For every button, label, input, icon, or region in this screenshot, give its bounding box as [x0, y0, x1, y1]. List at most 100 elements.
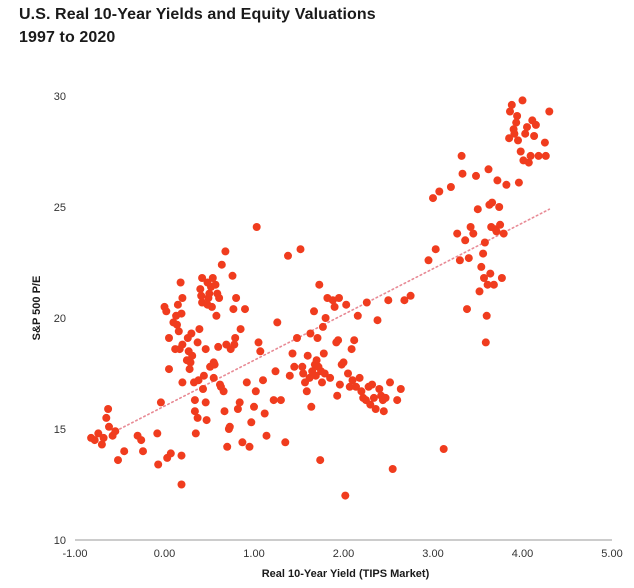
data-point — [231, 334, 240, 342]
data-point — [472, 171, 480, 180]
data-point — [211, 280, 220, 289]
data-point — [296, 245, 305, 254]
data-point — [330, 302, 339, 311]
data-point — [238, 438, 247, 447]
data-point — [197, 291, 206, 300]
data-point — [162, 307, 171, 316]
y-tick-label: 20 — [54, 313, 66, 325]
data-point — [523, 123, 531, 132]
data-point — [230, 340, 239, 349]
data-point — [488, 198, 497, 207]
data-point — [219, 387, 228, 396]
data-point — [540, 138, 549, 147]
data-point — [341, 491, 350, 500]
data-point — [207, 302, 216, 311]
data-point — [228, 271, 237, 280]
data-point — [220, 407, 229, 416]
data-point — [193, 413, 202, 422]
data-point — [321, 314, 330, 322]
data-point — [350, 336, 359, 345]
data-point — [111, 427, 120, 436]
y-tick-label: 25 — [54, 202, 66, 214]
data-point — [534, 151, 543, 160]
data-point — [178, 378, 187, 387]
data-points — [87, 96, 554, 500]
data-point — [513, 112, 522, 120]
data-point — [455, 256, 464, 265]
data-point — [187, 329, 196, 338]
data-point — [493, 176, 502, 185]
data-point — [94, 429, 103, 438]
data-point — [210, 360, 219, 369]
data-point — [199, 371, 208, 380]
data-point — [475, 287, 484, 296]
data-point — [185, 365, 194, 374]
data-point — [473, 205, 482, 214]
data-point — [153, 429, 162, 438]
data-point — [524, 158, 533, 167]
x-tick-label: 3.00 — [422, 548, 443, 560]
data-point — [496, 220, 505, 229]
data-point — [178, 340, 187, 349]
data-point — [102, 413, 111, 422]
data-point — [318, 322, 327, 331]
data-point — [174, 327, 183, 336]
data-point — [273, 318, 282, 327]
data-point — [366, 400, 375, 409]
data-point — [435, 187, 444, 196]
data-point — [285, 371, 294, 380]
data-point — [482, 311, 491, 320]
data-point — [369, 393, 378, 402]
data-point — [215, 294, 224, 302]
data-point — [464, 254, 473, 263]
data-point — [154, 460, 163, 469]
data-point — [483, 280, 492, 289]
data-point — [299, 369, 308, 378]
data-point — [271, 367, 280, 376]
data-point — [530, 132, 539, 140]
x-tick-label: 0.00 — [154, 548, 175, 560]
data-point — [242, 378, 251, 387]
x-tick-label: 4.00 — [512, 548, 533, 560]
data-point — [406, 291, 415, 300]
y-tick-label: 15 — [54, 424, 66, 436]
data-point — [477, 262, 486, 271]
data-point — [259, 376, 267, 385]
data-point — [316, 456, 325, 465]
x-tick-labels: -1.00 0.00 1.00 2.00 3.00 4.00 5.00 — [62, 548, 622, 560]
data-point — [466, 223, 475, 231]
data-point — [352, 382, 360, 391]
data-point — [235, 398, 244, 407]
data-point — [178, 294, 187, 302]
data-point — [293, 334, 301, 342]
data-point — [328, 296, 337, 305]
data-point — [424, 256, 433, 265]
data-point — [114, 456, 122, 465]
data-point — [225, 422, 234, 431]
data-point — [545, 107, 554, 116]
data-point — [90, 436, 99, 445]
data-point — [245, 442, 254, 451]
data-point — [194, 376, 203, 385]
data-point — [379, 407, 388, 416]
data-point — [339, 358, 348, 367]
data-point — [176, 278, 185, 287]
data-point — [97, 440, 106, 449]
data-point — [518, 96, 527, 105]
data-point — [269, 396, 278, 405]
data-point — [307, 402, 316, 411]
y-tick-label: 30 — [54, 91, 66, 103]
data-point — [201, 398, 210, 407]
data-point — [355, 373, 364, 382]
data-point — [306, 329, 315, 338]
data-point — [461, 236, 470, 245]
data-point — [195, 325, 204, 334]
x-tick-label: 1.00 — [243, 548, 264, 560]
data-point — [252, 223, 261, 231]
data-point — [495, 203, 504, 211]
data-point — [469, 229, 478, 238]
data-point — [510, 129, 519, 138]
data-point — [205, 289, 214, 298]
data-point — [311, 371, 320, 380]
